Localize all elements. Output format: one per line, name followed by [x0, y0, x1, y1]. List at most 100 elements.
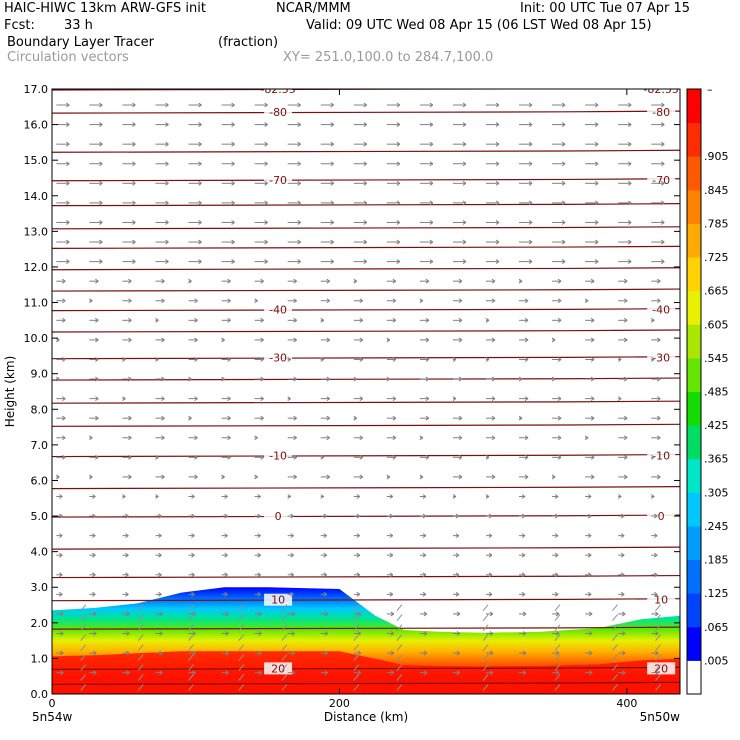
vector-arrowhead: [590, 415, 595, 421]
model-title: HAIC-HIWC 13km ARW-GFS init: [4, 1, 206, 16]
vector-arrowhead: [188, 278, 192, 284]
y-tick-label: 0.0: [31, 688, 49, 701]
vector-arrowhead: [594, 161, 599, 167]
vector-arrow: [554, 604, 561, 612]
vector-arrowhead: [551, 474, 556, 480]
vector-arrowhead: [126, 611, 130, 617]
vector-arrowhead: [561, 220, 566, 225]
vector-arrowhead: [590, 454, 595, 460]
vector-arrowhead: [293, 337, 297, 343]
vector-arrowhead: [462, 200, 467, 206]
vector-arrowhead: [126, 650, 130, 656]
vector-arrowhead: [389, 494, 394, 499]
vector-arrowhead: [128, 435, 132, 441]
vector-arrowhead: [92, 572, 96, 578]
vector-arrowhead: [227, 435, 231, 441]
vector-arrowhead: [495, 259, 500, 265]
temperature-contour: [52, 598, 680, 602]
vector-arrowhead: [491, 337, 496, 343]
vector-arrowhead: [132, 200, 136, 206]
vector-arrowhead: [227, 278, 231, 284]
contour-label: 0: [658, 510, 665, 523]
temperature-contour: [52, 485, 680, 490]
vector-arrowhead: [425, 415, 430, 421]
vector-arrow: [353, 664, 360, 671]
vector-arrowhead: [165, 180, 169, 186]
vector-arrowhead: [456, 670, 461, 676]
vector-arrowhead: [594, 180, 599, 186]
vector-arrow: [655, 634, 661, 641]
vector-arrowhead: [491, 435, 496, 441]
vector-arrow: [238, 684, 245, 691]
vector-arrowhead: [287, 357, 291, 362]
vector-arrowhead: [59, 552, 63, 558]
vector-arrowhead: [594, 122, 599, 128]
vector-arrowhead: [224, 572, 228, 578]
vector-arrowhead: [258, 611, 262, 617]
vector-arrowhead: [59, 494, 63, 499]
vector-arrowhead: [62, 278, 66, 284]
vector-arrowhead: [293, 474, 297, 480]
vector-arrow: [554, 624, 561, 631]
vector-arrowhead: [66, 259, 70, 265]
vector-arrowhead: [165, 141, 169, 147]
vector-arrowhead: [425, 376, 430, 382]
vector-arrowhead: [198, 200, 202, 206]
vector-arrowhead: [356, 552, 361, 558]
vector-arrowhead: [66, 220, 70, 225]
vector-arrowhead: [62, 298, 66, 304]
vector-arrowhead: [458, 376, 463, 382]
colorbar-swatch: [687, 593, 701, 628]
vector-arrow: [353, 644, 360, 651]
vector-arrow: [655, 624, 661, 631]
contour-label: 0: [275, 510, 282, 523]
contour-label-bg: [647, 303, 676, 316]
vector-arrowhead: [363, 161, 368, 167]
vector-arrow: [612, 644, 618, 651]
vector-arrowhead: [264, 259, 268, 265]
vector-arrowhead: [392, 435, 397, 441]
colorbar-swatch: [687, 626, 701, 661]
vector-arrowhead: [224, 552, 228, 558]
vector-arrowhead: [363, 220, 368, 225]
vector-arrowhead: [257, 533, 261, 539]
colorbar-swatch: [687, 357, 701, 392]
vector-arrowhead: [489, 611, 494, 617]
vector-arrowhead: [60, 670, 64, 676]
vector-arrowhead: [594, 102, 599, 108]
colorbar-label: .065: [704, 621, 729, 634]
vector-arrowhead: [390, 670, 395, 676]
vector-arrowhead: [488, 591, 493, 597]
vector-arrowhead: [495, 161, 500, 167]
vector-arrowhead: [287, 494, 291, 499]
vector-arrowhead: [290, 513, 294, 519]
vector-arrowhead: [419, 474, 424, 480]
vector-arrowhead: [191, 572, 195, 578]
init-time: Init: 00 UTC Tue 07 Apr 15: [520, 1, 691, 16]
vector-arrowhead: [458, 298, 463, 304]
temperature-contour: [52, 226, 680, 230]
vector-arrowhead: [359, 317, 364, 323]
vector-arrowhead: [324, 631, 329, 636]
vector-arrowhead: [522, 611, 527, 617]
vector-arrow: [612, 614, 618, 622]
vector-arrowhead: [587, 513, 592, 519]
vector-arrowhead: [656, 337, 661, 343]
vector-arrowhead: [188, 415, 192, 421]
vector-arrow: [554, 644, 561, 651]
vector-arrowhead: [429, 200, 434, 206]
y-tick-label: 12.0: [24, 261, 49, 274]
vector-arrowhead: [524, 357, 529, 362]
vector-arrowhead: [95, 357, 99, 362]
vector-arrowhead: [89, 474, 93, 480]
vector-arrowhead: [260, 278, 264, 284]
vector-arrowhead: [264, 122, 268, 128]
vector-arrowhead: [132, 141, 136, 147]
vector-arrowhead: [392, 298, 397, 304]
x-tick-label: 0: [49, 697, 56, 710]
center-label: NCAR/MMM: [276, 1, 351, 16]
vector-arrowhead: [386, 474, 391, 480]
contour-label-bg: [647, 662, 676, 675]
vector-arrowhead: [518, 376, 523, 382]
vector-arrowhead: [60, 631, 64, 636]
